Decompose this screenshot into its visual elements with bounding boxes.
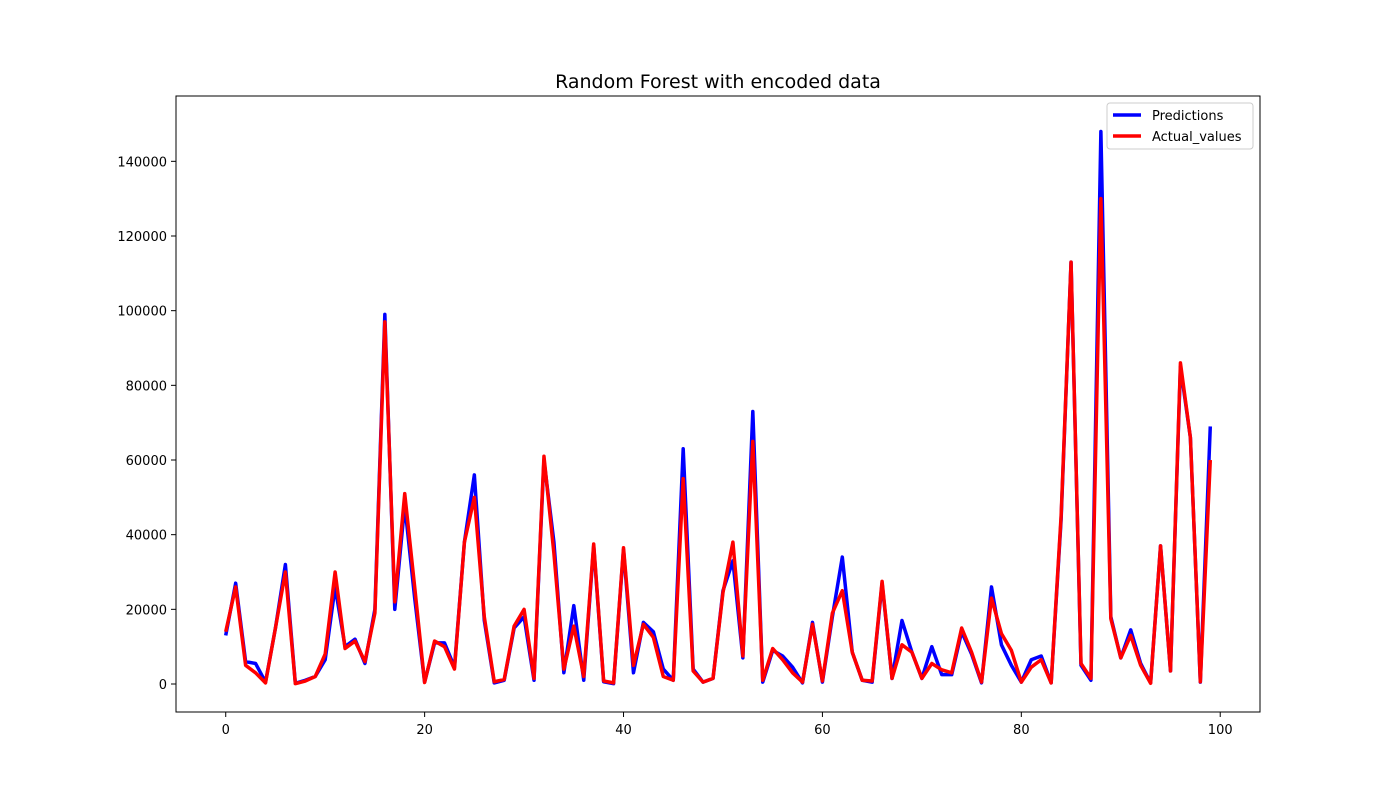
legend-label: Actual_values	[1152, 130, 1242, 145]
y-tick-label: 20000	[126, 603, 167, 618]
x-tick-label: 100	[1208, 723, 1233, 738]
y-tick-label: 60000	[126, 454, 167, 469]
x-tick-label: 60	[814, 723, 831, 738]
y-tick-label: 80000	[126, 379, 167, 394]
x-tick-label: 0	[222, 723, 230, 738]
y-tick-label: 140000	[117, 155, 167, 170]
series-line-actual-values	[224, 196, 1213, 686]
x-tick-label: 40	[615, 723, 632, 738]
chart-title: Random Forest with encoded data	[555, 71, 881, 93]
plot-area: 0 20 40 60 80 100 0 20000 40000 60000 80000 100000 1…	[117, 95, 1261, 738]
x-tick-label: 80	[1013, 723, 1030, 738]
axes-frame	[175, 95, 1261, 713]
x-tick-label: 20	[416, 723, 433, 738]
y-tick-label: 0	[159, 678, 167, 693]
legend: Predictions Actual_values	[1106, 102, 1254, 150]
y-tick-label: 100000	[117, 305, 167, 320]
y-tick-label: 40000	[126, 529, 167, 544]
series-line-predictions	[224, 129, 1213, 686]
y-tick-label: 120000	[117, 230, 167, 245]
legend-label: Predictions	[1152, 109, 1224, 124]
legend-box	[1106, 102, 1254, 150]
